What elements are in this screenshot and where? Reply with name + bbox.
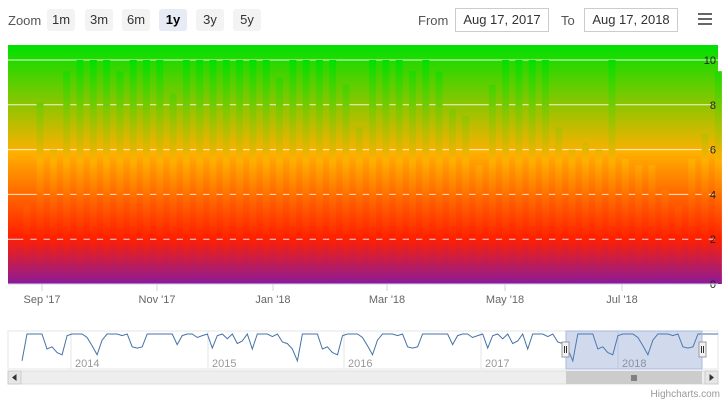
- bar[interactable]: [342, 84, 350, 284]
- bar[interactable]: [262, 60, 270, 284]
- bar[interactable]: [515, 60, 523, 284]
- bar[interactable]: [329, 60, 337, 284]
- bar[interactable]: [675, 205, 682, 284]
- bar[interactable]: [302, 60, 310, 284]
- bar[interactable]: [568, 149, 576, 284]
- x-tick-label: Mar '18: [369, 294, 405, 306]
- from-date-input[interactable]: Aug 17, 2017: [455, 8, 549, 32]
- zoom-1m-button[interactable]: 1m: [47, 9, 75, 31]
- bar[interactable]: [196, 60, 204, 284]
- x-tick-label: Jan '18: [255, 294, 290, 306]
- x-axis-ticks: Sep '17 Nov '17 Jan '18 Mar '18 May '18 Jul '…: [8, 283, 718, 306]
- bar[interactable]: [289, 60, 297, 284]
- bar[interactable]: [608, 60, 616, 284]
- navigator-series-line: [21, 332, 718, 363]
- y-tick-label: 4: [710, 189, 716, 201]
- bar[interactable]: [116, 71, 124, 284]
- bar[interactable]: [422, 60, 430, 284]
- x-tick-label: Jul '18: [606, 294, 637, 306]
- bar[interactable]: [10, 248, 17, 284]
- bar[interactable]: [222, 60, 230, 284]
- bar[interactable]: [555, 127, 563, 284]
- navigator-frame: [7, 330, 719, 370]
- bar[interactable]: [488, 84, 496, 284]
- bar[interactable]: [714, 71, 722, 284]
- bar[interactable]: [621, 158, 629, 284]
- bar[interactable]: [143, 60, 150, 284]
- navigator-tick-label: 2015: [212, 358, 236, 370]
- credits-link[interactable]: Highcharts.com: [650, 389, 720, 400]
- bar[interactable]: [409, 71, 416, 284]
- zoom-5y-button[interactable]: 5y: [233, 9, 261, 31]
- bar[interactable]: [661, 189, 669, 284]
- arrow-right-icon: [709, 374, 714, 381]
- to-date-input[interactable]: Aug 17, 2018: [584, 8, 678, 32]
- bar[interactable]: [435, 71, 443, 284]
- y-axis-ticks: 0 2 4 6 8 10: [704, 55, 716, 291]
- bar[interactable]: [581, 142, 589, 284]
- bar[interactable]: [49, 149, 57, 284]
- arrow-left-icon: [12, 374, 17, 381]
- bar[interactable]: [169, 93, 177, 284]
- bar[interactable]: [395, 60, 403, 284]
- bar[interactable]: [129, 60, 137, 284]
- bar[interactable]: [89, 60, 97, 284]
- x-tick-label: Nov '17: [139, 294, 176, 306]
- bar[interactable]: [156, 60, 164, 284]
- navigator-tick-label: 2016: [348, 358, 372, 370]
- navigator-tick-label: 2018: [622, 358, 646, 370]
- y-tick-label: 10: [704, 55, 716, 67]
- x-tick-label: Sep '17: [24, 294, 61, 306]
- bar[interactable]: [63, 71, 71, 284]
- bar[interactable]: [23, 205, 31, 284]
- bar[interactable]: [315, 60, 323, 284]
- bars: [10, 60, 722, 284]
- bar[interactable]: [502, 60, 510, 284]
- navigator-selection-mask[interactable]: [565, 330, 703, 370]
- bar[interactable]: [462, 116, 470, 284]
- bar[interactable]: [276, 77, 283, 284]
- bar[interactable]: [182, 60, 190, 284]
- bar[interactable]: [542, 60, 549, 284]
- scrollbar-grip-icon: [631, 375, 637, 381]
- navigator-ticks: 2014 2015 2016 2017 2018: [70, 331, 646, 370]
- zoom-6m-button[interactable]: 6m: [122, 9, 150, 31]
- bar[interactable]: [369, 60, 377, 284]
- x-tick-label: May '18: [486, 294, 524, 306]
- zoom-1y-button[interactable]: 1y: [159, 9, 187, 31]
- bar[interactable]: [236, 60, 244, 284]
- bar[interactable]: [528, 60, 536, 284]
- bar[interactable]: [595, 149, 603, 284]
- bar[interactable]: [76, 60, 84, 284]
- to-label: To: [561, 13, 575, 28]
- bar[interactable]: [36, 102, 44, 284]
- bar[interactable]: [635, 165, 643, 284]
- navigator-left-handle[interactable]: [561, 341, 570, 358]
- bar[interactable]: [382, 60, 390, 284]
- bar[interactable]: [249, 60, 257, 284]
- bar[interactable]: [688, 158, 696, 284]
- bar[interactable]: [475, 165, 483, 284]
- bar[interactable]: [448, 109, 456, 284]
- zoom-label: Zoom: [8, 13, 42, 28]
- bar[interactable]: [648, 165, 656, 284]
- navigator-right-handle[interactable]: [698, 341, 707, 358]
- zoom-3y-button[interactable]: 3y: [196, 9, 224, 31]
- range-selector: Zoom 1m 3m 6m 1y 3y 5y From Aug 17, 2017…: [0, 0, 726, 44]
- bar[interactable]: [355, 127, 363, 284]
- y-tick-label: 0: [710, 279, 716, 291]
- navigator-tick-label: 2014: [75, 358, 99, 370]
- y-tick-label: 8: [710, 100, 716, 112]
- y-tick-label: 6: [710, 145, 716, 157]
- menu-icon[interactable]: [698, 13, 712, 27]
- y-tick-label: 2: [710, 234, 716, 246]
- bar[interactable]: [103, 60, 111, 284]
- bar[interactable]: [209, 60, 217, 284]
- navigator-tick-label: 2017: [485, 358, 509, 370]
- bar[interactable]: [701, 133, 709, 284]
- zoom-3m-button[interactable]: 3m: [85, 9, 113, 31]
- from-label: From: [418, 13, 449, 28]
